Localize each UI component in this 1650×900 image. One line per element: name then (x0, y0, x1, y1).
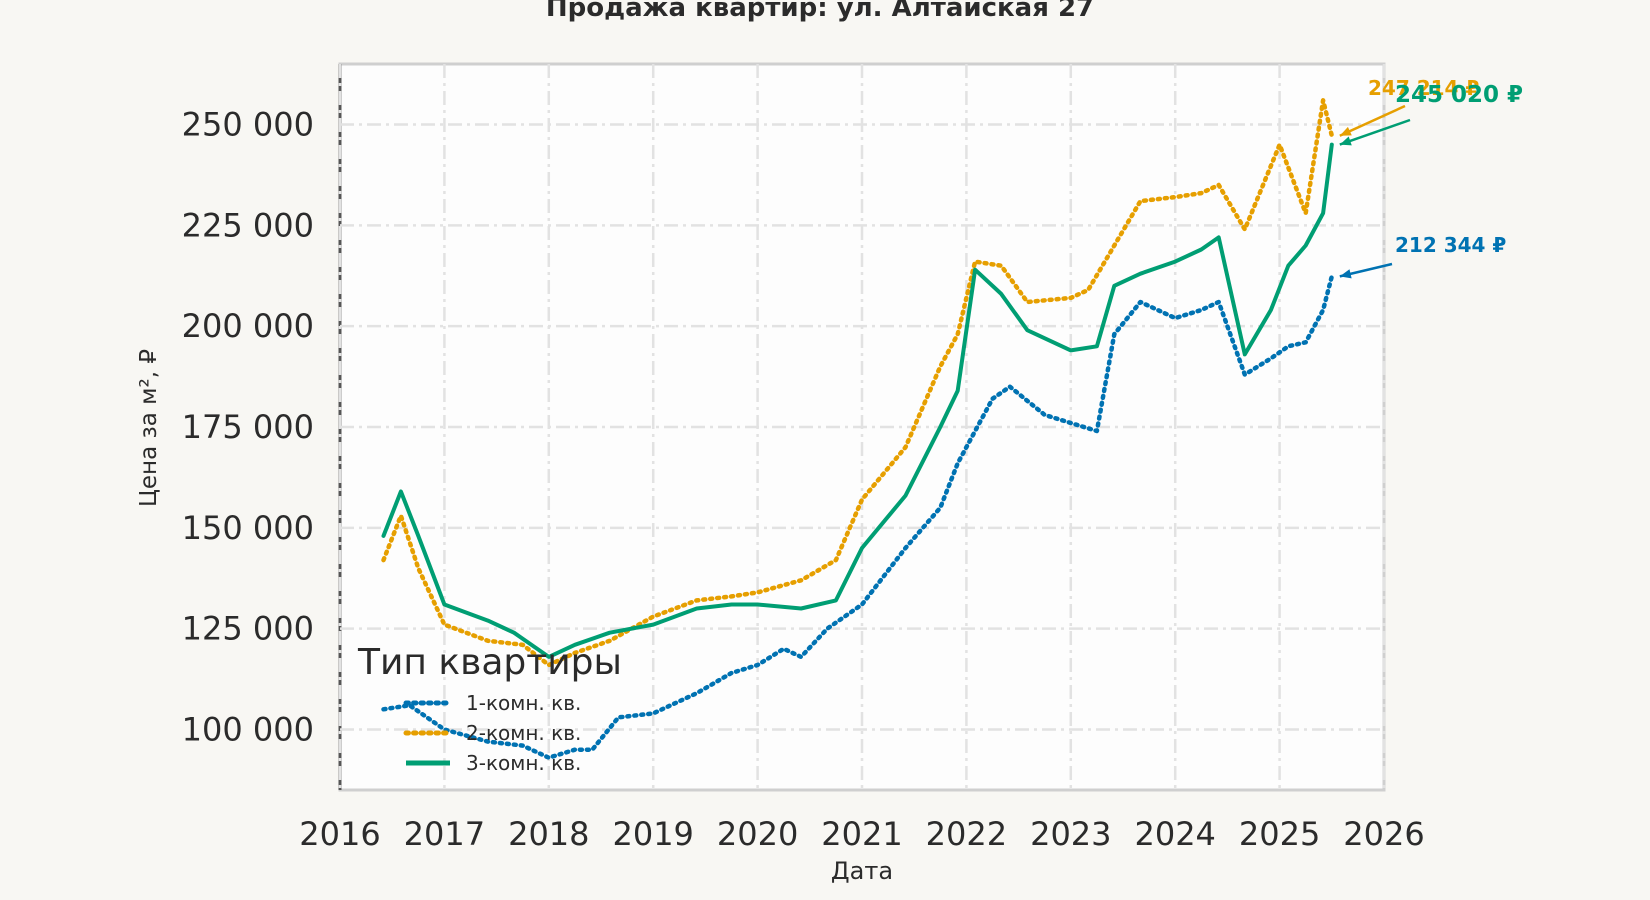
legend-label-2: 2-комн. кв. (466, 721, 581, 745)
x-tick-label: 2020 (717, 815, 798, 853)
legend-item-3: 3-комн. кв. (406, 751, 581, 775)
x-tick-label: 2022 (926, 815, 1007, 853)
legend-title: Тип квартиры (357, 642, 622, 683)
legend-label-1: 1-комн. кв. (466, 691, 581, 715)
legend-item-2: 2-комн. кв. (403, 721, 581, 745)
x-tick-label: 2024 (1134, 815, 1215, 853)
x-tick-label: 2025 (1239, 815, 1320, 853)
x-tick-label: 2026 (1343, 815, 1424, 853)
x-tick-label: 2021 (821, 815, 902, 853)
end-labels: 212 344 ₽ 247 214 ₽245 020 ₽ (1339, 76, 1523, 279)
legend-label-3: 3-комн. кв. (466, 751, 581, 775)
y-tick-label: 100 000 (182, 711, 314, 749)
series-layer (381, 98, 1335, 760)
x-tick-label: 2018 (508, 815, 589, 853)
x-axis: 2016 2017 2018 2019 2020 2021 2022 2023 2024 2025… (299, 815, 1424, 853)
end-label-3: 245 020 ₽ (1395, 82, 1523, 108)
end-label-1: 212 344 ₽ (1395, 233, 1506, 257)
x-axis-label: Дата (831, 857, 893, 885)
grid (338, 64, 1386, 790)
end-label-arrowhead-3 (1339, 136, 1352, 146)
series-line-3 (381, 142, 1334, 659)
y-tick-label: 150 000 (182, 509, 314, 547)
legend: Тип квартиры 1-комн. кв. 2-комн. кв. 3-к… (357, 642, 622, 775)
y-tick-label: 175 000 (182, 408, 314, 446)
x-tick-label: 2016 (299, 815, 380, 853)
end-label-arrowhead-2 (1339, 126, 1352, 136)
end-label-2: 247 214 ₽ (1368, 76, 1479, 100)
x-tick-label: 2023 (1030, 815, 1111, 853)
x-tick-label: 2019 (612, 815, 693, 853)
y-tick-label: 225 000 (182, 206, 314, 244)
end-label-arrow-3 (1339, 118, 1411, 146)
series-line-2 (381, 98, 1335, 668)
y-tick-label: 200 000 (182, 307, 314, 345)
y-axis-label: Цена за м², ₽ (136, 349, 162, 507)
chart-title: Продажа квартир: ул. Алтайская 27 (546, 0, 1094, 23)
end-label-arrowhead-1 (1339, 269, 1352, 279)
end-label-arrow-2 (1339, 104, 1406, 137)
y-tick-label: 250 000 (182, 106, 314, 144)
legend-item-1: 1-комн. кв. (403, 691, 581, 715)
series-line-1 (381, 274, 1335, 760)
x-tick-label: 2017 (404, 815, 485, 853)
y-axis: 100 000 125 000 150 000 175 000 200 000 225 0… (182, 106, 314, 749)
y-tick-label: 125 000 (182, 610, 314, 648)
